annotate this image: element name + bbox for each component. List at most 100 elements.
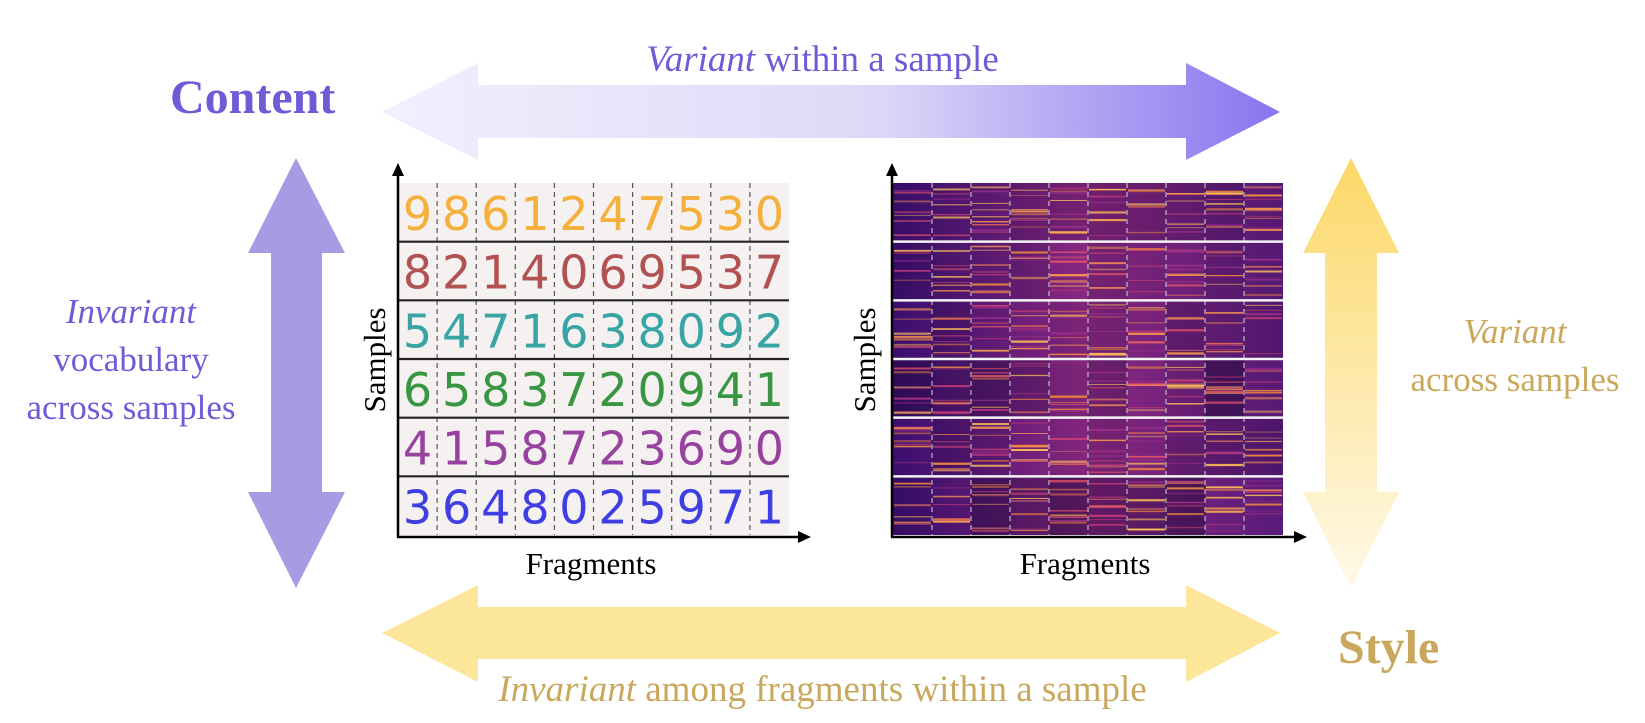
digit-cell: 1 (755, 480, 784, 534)
digit-cell: 8 (481, 363, 510, 417)
spectrogram-cell (1088, 241, 1127, 301)
digit-cell: 5 (638, 480, 667, 534)
spectrogram-cell (1088, 300, 1127, 359)
content-title: Content (170, 71, 336, 124)
digit-y-arrowhead (392, 163, 404, 176)
digit-cell: 5 (403, 304, 432, 358)
digit-cell: 4 (716, 363, 745, 417)
digit-cell: 8 (520, 480, 549, 534)
digit-cell: 7 (755, 246, 784, 300)
digit-cell: 6 (481, 187, 510, 241)
digit-cell: 1 (520, 187, 549, 241)
digit-cell: 0 (677, 304, 706, 358)
style-title: Style (1338, 621, 1440, 674)
digit-cell: 2 (442, 246, 471, 300)
digit-cell: 9 (716, 422, 745, 476)
spectrogram-cell (1205, 476, 1244, 535)
digit-cell: 2 (598, 422, 627, 476)
digit-cell: 5 (677, 246, 706, 300)
spectrogram-cell (971, 476, 1010, 535)
spectrogram-cell (1049, 300, 1088, 359)
digit-cell: 8 (403, 246, 432, 300)
digit-cell: 1 (755, 363, 784, 417)
digit-cell: 2 (598, 363, 627, 417)
spectrogram-cell (1205, 241, 1244, 301)
spec-y-arrowhead (886, 163, 898, 176)
spectrogram-cell (1049, 476, 1088, 535)
digit-cell: 8 (638, 304, 667, 358)
digit-cell: 5 (442, 363, 471, 417)
digit-cell: 4 (403, 422, 432, 476)
digit-cell: 0 (755, 422, 784, 476)
spectrogram-cell (1205, 300, 1244, 359)
digit-cell: 3 (716, 246, 745, 300)
digit-cell: 5 (677, 187, 706, 241)
digit-cell: 4 (481, 480, 510, 534)
spectrogram-cell (1127, 417, 1166, 477)
spec-x-arrowhead (1294, 531, 1307, 543)
spectrogram-cell (1244, 300, 1283, 359)
spectrogram-cell (1010, 359, 1049, 418)
spectrogram-cell (1088, 417, 1127, 477)
top-caption: Variant within a sample (0, 38, 1645, 81)
digit-y-label: Samples (357, 307, 392, 412)
spectrogram-cell (1049, 359, 1088, 418)
digit-cell: 7 (716, 480, 745, 534)
digit-cell: 9 (638, 246, 667, 300)
left-caption-line2: vocabulary (53, 340, 209, 379)
right-caption: Variant across samples (1385, 308, 1645, 404)
bottom-caption: Invariant among fragments within a sampl… (0, 668, 1645, 711)
digit-cell: 6 (598, 246, 627, 300)
spectrogram-cell (1049, 242, 1088, 301)
digit-cell: 1 (520, 304, 549, 358)
digit-cell: 2 (559, 187, 588, 241)
digit-cell: 6 (677, 422, 706, 476)
bottom-double-arrow (382, 585, 1280, 682)
digit-cell: 1 (442, 422, 471, 476)
digit-cell: 4 (598, 187, 627, 241)
digit-cell: 7 (481, 304, 510, 358)
digit-cell: 3 (598, 304, 627, 358)
digit-cell: 6 (442, 480, 471, 534)
spectrogram-cell (1127, 183, 1166, 242)
digit-cell: 2 (598, 480, 627, 534)
spectrogram-cell (971, 417, 1010, 477)
bottom-caption-rest: among fragments within a sample (636, 669, 1147, 710)
spectrogram-cell (932, 476, 971, 535)
digit-cell: 0 (755, 187, 784, 241)
spectrogram-cell (1244, 183, 1283, 242)
top-caption-italic: Variant (646, 39, 756, 80)
digit-cell: 9 (716, 304, 745, 358)
left-caption-italic: Invariant (65, 292, 197, 331)
spec-y-label: Samples (847, 307, 882, 412)
digit-cell: 0 (559, 480, 588, 534)
spectrogram-cell (1166, 417, 1205, 477)
spectrogram-cell (1127, 241, 1166, 301)
digit-cell: 7 (638, 187, 667, 241)
digit-cell: 3 (403, 480, 432, 534)
top-double-arrow (382, 63, 1280, 160)
digit-cell: 9 (403, 187, 432, 241)
digit-cell: 0 (559, 246, 588, 300)
left-caption: Invariant vocabulary across samples (0, 288, 262, 432)
digit-cell: 7 (559, 422, 588, 476)
spectrogram-cell (1244, 359, 1283, 418)
digit-cell: 7 (559, 363, 588, 417)
digit-cell: 3 (520, 363, 549, 417)
digit-cell: 4 (442, 304, 471, 358)
spectrogram-cell (1010, 241, 1049, 301)
right-caption-italic: Variant (1463, 312, 1567, 351)
left-double-arrow (248, 158, 345, 588)
digit-cell: 6 (403, 363, 432, 417)
right-caption-line2: across samples (1410, 360, 1620, 399)
spectrogram-grid (893, 183, 1283, 535)
digit-x-label: Fragments (526, 546, 657, 581)
spectrogram-cell (932, 183, 971, 242)
digit-cell: 9 (677, 363, 706, 417)
digit-cell: 9 (677, 480, 706, 534)
digit-cell: 3 (716, 187, 745, 241)
spectrogram-cell (1088, 359, 1127, 418)
spectrogram-cell (1010, 476, 1049, 535)
spectrogram-cell (1166, 183, 1205, 242)
